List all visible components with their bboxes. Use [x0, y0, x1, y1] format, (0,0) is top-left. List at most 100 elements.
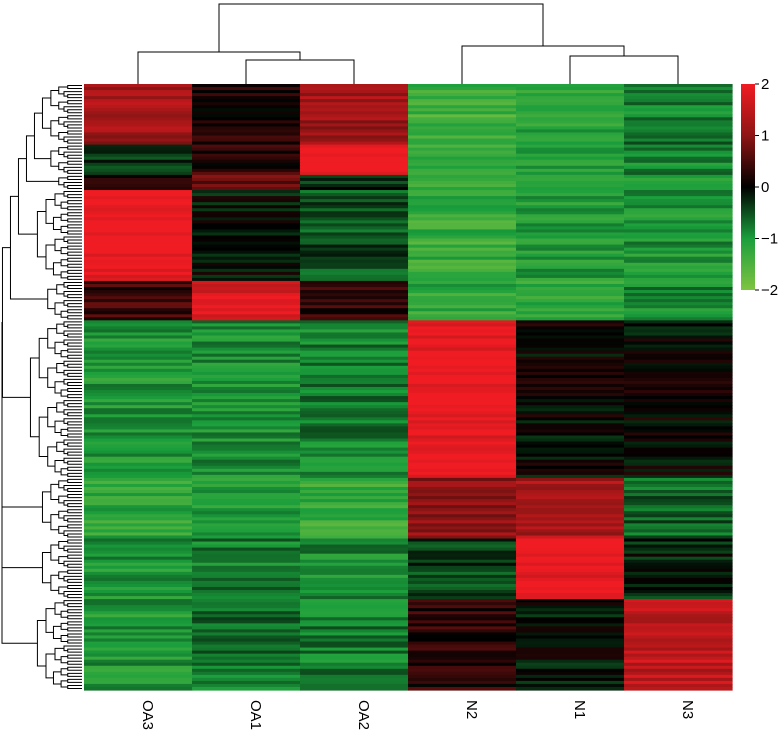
heatmap-cell-oa2: [300, 344, 409, 349]
heatmap-cell-n3: [624, 226, 733, 231]
heatmap-cell-oa1: [192, 253, 301, 258]
dendro-link: [67, 363, 82, 368]
heatmap-cell-oa2: [300, 393, 409, 397]
heatmap-cell-oa2: [300, 450, 409, 455]
heatmap-cell-oa2: [300, 117, 409, 121]
heatmap-cell-n1: [516, 199, 625, 203]
column-label-n2: N2: [463, 700, 480, 719]
heatmap-cell-n3: [624, 665, 733, 670]
dendro-link: [63, 378, 82, 385]
heatmap-cell-n2: [408, 117, 517, 121]
heatmap-cell-n3: [624, 586, 733, 591]
dendro-link: [67, 548, 82, 553]
heatmap-cell-n3: [624, 250, 733, 255]
heatmap-cell-n3: [624, 456, 733, 461]
heatmap-cell-oa2: [300, 332, 409, 337]
heatmap-cell-n3: [624, 468, 733, 473]
heatmap-cell-oa1: [192, 229, 301, 234]
heatmap-cell-oa3: [84, 593, 193, 597]
heatmap-cell-n1: [516, 280, 625, 285]
heatmap-cell-oa1: [192, 196, 301, 200]
heatmap-cell-oa1: [192, 465, 301, 470]
heatmap-cell-n3: [624, 141, 733, 146]
heatmap-cell-oa1: [192, 90, 301, 94]
heatmap-cell-n2: [408, 214, 517, 218]
heatmap-cell-oa3: [84, 277, 193, 282]
heatmap-cell-oa3: [84, 356, 193, 361]
heatmap-cell-n2: [408, 626, 517, 630]
heatmap-cell-oa3: [84, 626, 193, 630]
dendro-link: [54, 193, 64, 206]
heatmap-cell-n3: [624, 635, 733, 640]
heatmap-cell-oa2: [300, 365, 409, 370]
heatmap-cell-n1: [516, 399, 625, 403]
heatmap-cell-oa2: [300, 250, 409, 255]
heatmap-cell-n2: [408, 571, 517, 576]
heatmap-cell-oa3: [84, 674, 193, 679]
heatmap-cell-n2: [408, 599, 517, 603]
heatmap-cell-n1: [516, 380, 625, 385]
heatmap-cell-oa3: [84, 353, 193, 358]
heatmap-cell-n3: [624, 405, 733, 409]
heatmap-cell-oa2: [300, 650, 409, 655]
heatmap-cell-n2: [408, 371, 517, 376]
heatmap-cell-n3: [624, 399, 733, 403]
heatmap-cell-oa3: [84, 465, 193, 470]
dendro-link: [58, 541, 68, 549]
heatmap-cell-n3: [624, 223, 733, 228]
heatmap-cell-n3: [624, 590, 733, 594]
dendro-link: [54, 381, 64, 394]
heatmap-cell-n2: [408, 632, 517, 637]
heatmap-cell-n2: [408, 596, 517, 600]
heatmap-cell-n2: [408, 644, 517, 649]
heatmap-cell-n2: [408, 187, 517, 191]
heatmap-cell-n3: [624, 347, 733, 352]
heatmap-cell-n2: [408, 311, 517, 315]
heatmap-cell-oa1: [192, 426, 301, 431]
heatmap-cell-n2: [408, 308, 517, 312]
heatmap-cell-n2: [408, 329, 517, 334]
dendro-link: [218, 3, 544, 52]
dendro-link: [63, 645, 82, 652]
heatmap-cell-n1: [516, 305, 625, 309]
heatmap-cell-n1: [516, 617, 625, 621]
heatmap-cell-n1: [516, 132, 625, 137]
heatmap-cell-oa3: [84, 283, 193, 288]
heatmap-cell-oa3: [84, 559, 193, 564]
dendro-link: [63, 515, 82, 521]
dendro-link: [63, 191, 82, 197]
heatmap-cell-oa2: [300, 635, 409, 640]
heatmap-cell-oa2: [300, 377, 409, 382]
heatmap-cell-oa2: [300, 632, 409, 637]
heatmap-cell-n1: [516, 562, 625, 567]
heatmap-cell-n1: [516, 374, 625, 379]
heatmap-cell-n3: [624, 568, 733, 573]
heatmap-cell-oa1: [192, 656, 301, 661]
heatmap-cell-n3: [624, 626, 733, 630]
heatmap-cell-n1: [516, 608, 625, 612]
heatmap-cell-n1: [516, 550, 625, 555]
heatmap-cell-oa1: [192, 368, 301, 373]
heatmap-cell-oa1: [192, 617, 301, 621]
heatmap-cell-oa2: [300, 535, 409, 540]
heatmap-cell-oa1: [192, 641, 301, 646]
heatmap-cell-oa1: [192, 586, 301, 591]
heatmap-cell-n3: [624, 314, 733, 318]
heatmap-cell-n3: [624, 465, 733, 470]
heatmap-cell-oa1: [192, 674, 301, 679]
heatmap-cell-n1: [516, 314, 625, 318]
heatmap-cell-n1: [516, 208, 625, 212]
heatmap-cell-n1: [516, 596, 625, 600]
heatmap-cell-oa2: [300, 586, 409, 591]
dendro-link: [67, 648, 82, 653]
heatmap-cell-n3: [624, 608, 733, 612]
heatmap-cell-oa2: [300, 647, 409, 652]
heatmap-cell-n2: [408, 90, 517, 94]
heatmap-cell-oa3: [84, 562, 193, 567]
heatmap-cell-oa1: [192, 541, 301, 546]
heatmap-cell-oa3: [84, 480, 193, 485]
heatmap-cell-n1: [516, 559, 625, 564]
heatmap-cell-oa2: [300, 317, 409, 321]
heatmap-cell-n2: [408, 335, 517, 340]
heatmap-cell-n1: [516, 147, 625, 152]
